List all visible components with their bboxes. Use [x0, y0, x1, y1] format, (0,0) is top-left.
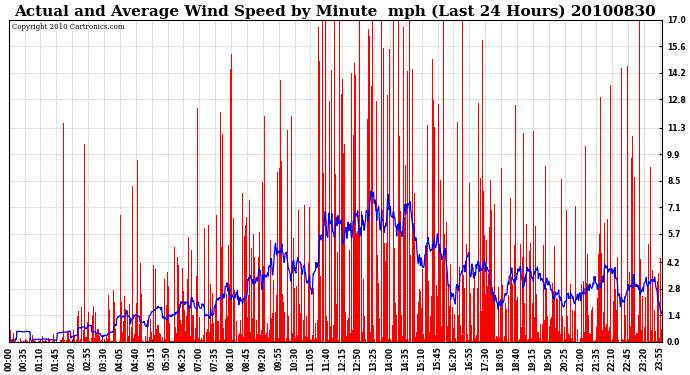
Text: Copyright 2010 Cartronics.com: Copyright 2010 Cartronics.com [12, 23, 125, 31]
Title: Actual and Average Wind Speed by Minute  mph (Last 24 Hours) 20100830: Actual and Average Wind Speed by Minute … [14, 4, 656, 18]
